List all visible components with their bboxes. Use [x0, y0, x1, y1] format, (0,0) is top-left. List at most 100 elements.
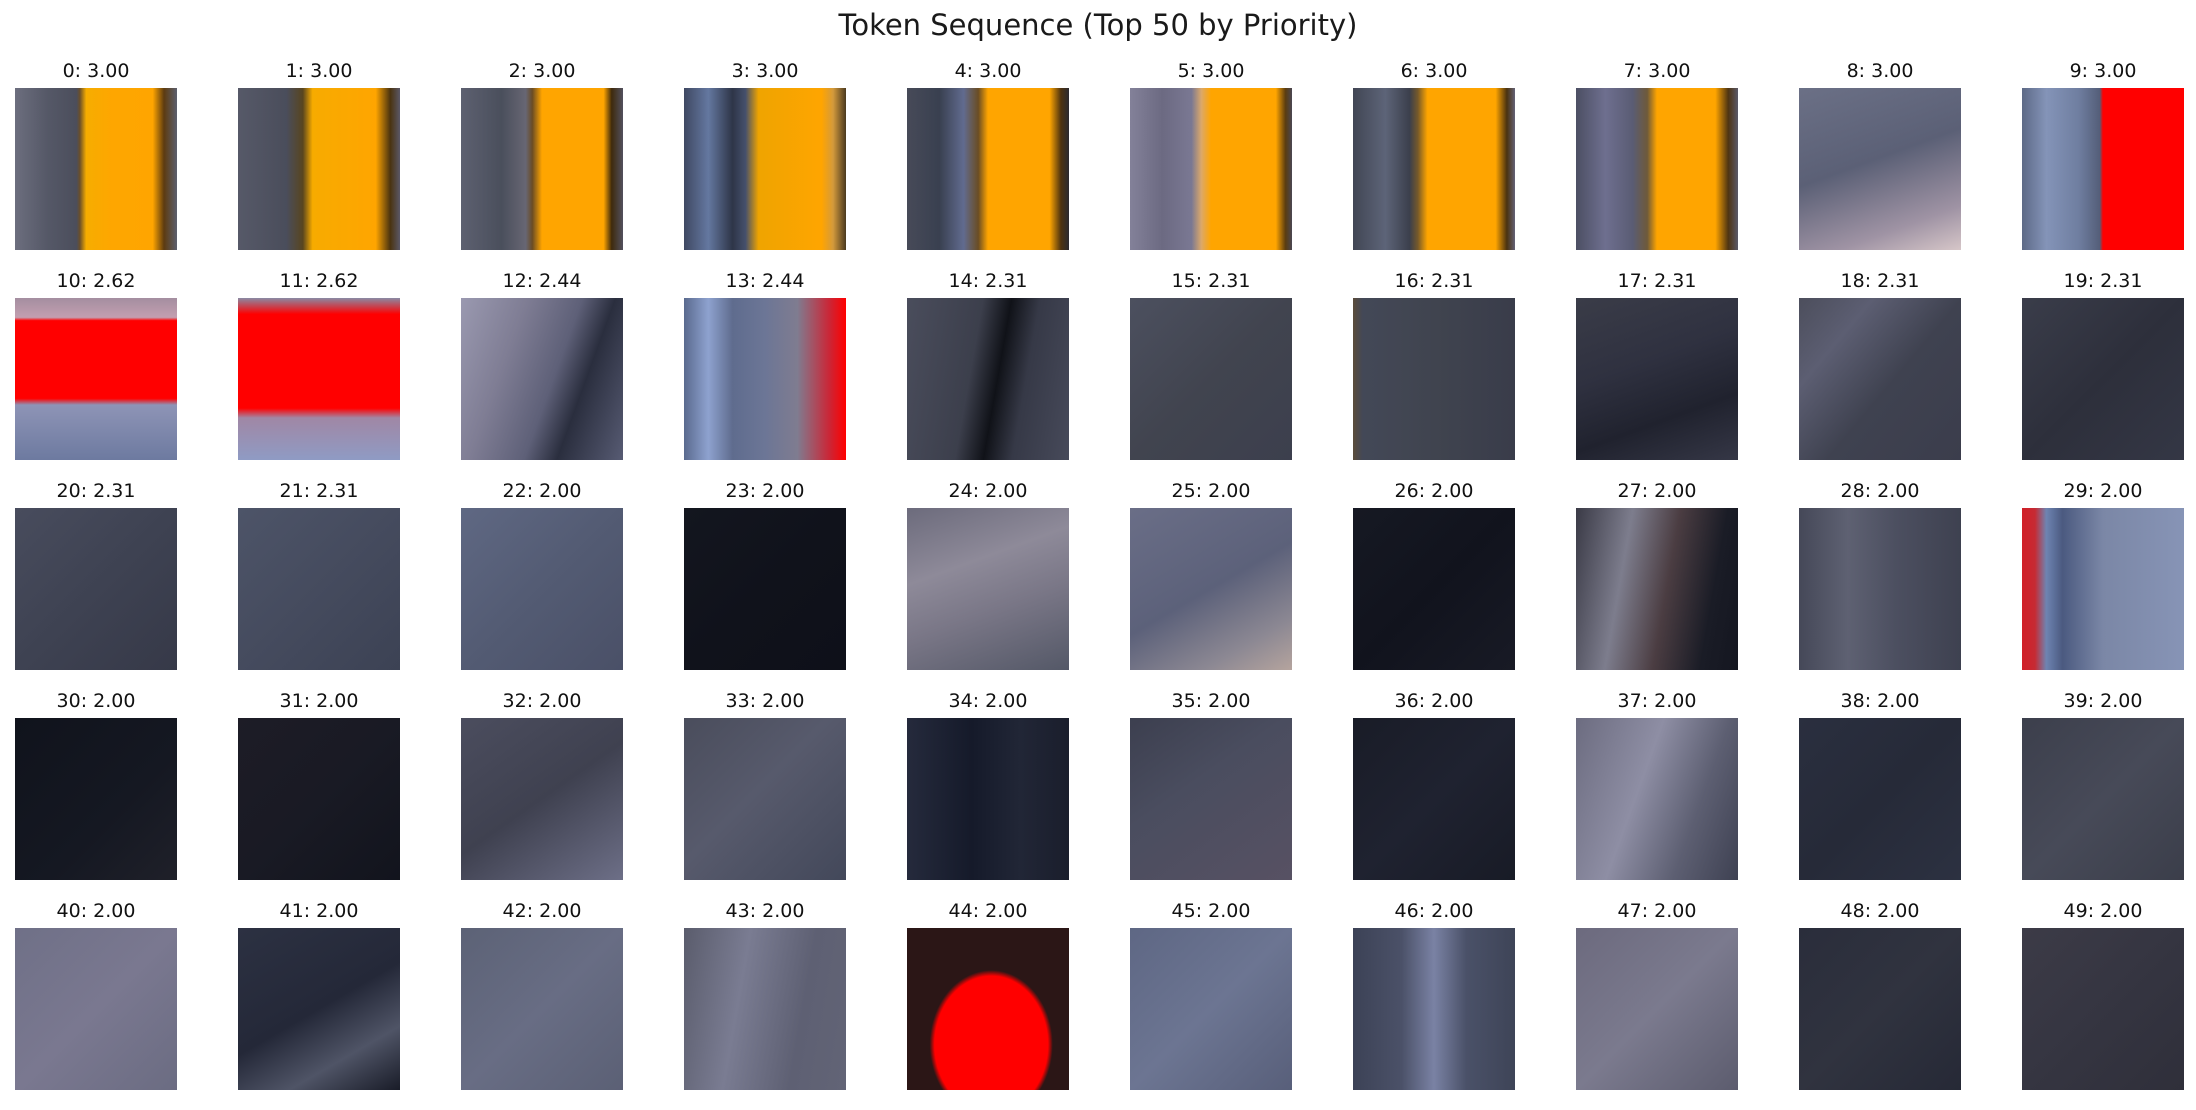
token-thumbnail — [1353, 718, 1515, 880]
token-tile: 43: 2.00 — [684, 898, 846, 1090]
token-label: 13: 2.44 — [725, 270, 805, 292]
token-thumbnail — [1576, 508, 1738, 670]
token-label: 24: 2.00 — [948, 480, 1028, 502]
token-thumbnail — [684, 298, 846, 460]
token-thumbnail — [684, 928, 846, 1090]
token-tile: 10: 2.62 — [15, 268, 177, 460]
token-label: 23: 2.00 — [725, 480, 805, 502]
token-tile: 15: 2.31 — [1130, 268, 1292, 460]
token-label: 28: 2.00 — [1840, 480, 1920, 502]
token-thumbnail — [1799, 718, 1961, 880]
token-thumbnail — [1576, 298, 1738, 460]
token-thumbnail — [684, 508, 846, 670]
token-tile: 25: 2.00 — [1130, 478, 1292, 670]
token-tile: 40: 2.00 — [15, 898, 177, 1090]
token-tile: 14: 2.31 — [907, 268, 1069, 460]
token-label: 5: 3.00 — [1177, 60, 1245, 82]
token-tile: 18: 2.31 — [1799, 268, 1961, 460]
token-label: 39: 2.00 — [2063, 690, 2143, 712]
token-label: 29: 2.00 — [2063, 480, 2143, 502]
token-thumbnail — [1576, 718, 1738, 880]
token-thumbnail — [461, 508, 623, 670]
token-label: 22: 2.00 — [502, 480, 582, 502]
token-thumbnail — [907, 88, 1069, 250]
token-tile: 47: 2.00 — [1576, 898, 1738, 1090]
token-thumbnail — [907, 718, 1069, 880]
token-tile: 42: 2.00 — [461, 898, 623, 1090]
token-thumbnail — [1353, 88, 1515, 250]
token-label: 15: 2.31 — [1171, 270, 1251, 292]
token-thumbnail — [238, 718, 400, 880]
token-tile: 39: 2.00 — [2022, 688, 2184, 880]
token-thumbnail — [461, 88, 623, 250]
token-label: 10: 2.62 — [56, 270, 136, 292]
token-tile: 16: 2.31 — [1353, 268, 1515, 460]
token-tile: 1: 3.00 — [238, 58, 400, 250]
token-tile: 45: 2.00 — [1130, 898, 1292, 1090]
token-tile: 32: 2.00 — [461, 688, 623, 880]
token-label: 3: 3.00 — [731, 60, 799, 82]
token-thumbnail — [1576, 88, 1738, 250]
token-label: 42: 2.00 — [502, 900, 582, 922]
token-label: 8: 3.00 — [1846, 60, 1914, 82]
token-label: 46: 2.00 — [1394, 900, 1474, 922]
token-thumbnail — [1799, 508, 1961, 670]
token-thumbnail — [1799, 298, 1961, 460]
token-thumbnail — [1130, 298, 1292, 460]
token-label: 31: 2.00 — [279, 690, 359, 712]
token-thumbnail — [907, 508, 1069, 670]
token-label: 27: 2.00 — [1617, 480, 1697, 502]
token-tile: 17: 2.31 — [1576, 268, 1738, 460]
token-tile: 3: 3.00 — [684, 58, 846, 250]
token-tile: 19: 2.31 — [2022, 268, 2184, 460]
token-thumbnail — [2022, 298, 2184, 460]
token-thumbnail — [15, 718, 177, 880]
token-label: 37: 2.00 — [1617, 690, 1697, 712]
token-tile: 2: 3.00 — [461, 58, 623, 250]
token-tile: 26: 2.00 — [1353, 478, 1515, 670]
token-tile: 5: 3.00 — [1130, 58, 1292, 250]
token-thumbnail — [1576, 928, 1738, 1090]
token-thumbnail — [907, 928, 1069, 1090]
token-thumbnail — [1130, 928, 1292, 1090]
token-label: 45: 2.00 — [1171, 900, 1251, 922]
token-tile: 30: 2.00 — [15, 688, 177, 880]
token-tile: 36: 2.00 — [1353, 688, 1515, 880]
token-thumbnail — [2022, 508, 2184, 670]
token-thumbnail — [2022, 718, 2184, 880]
token-label: 25: 2.00 — [1171, 480, 1251, 502]
token-label: 32: 2.00 — [502, 690, 582, 712]
token-thumbnail — [461, 928, 623, 1090]
token-label: 43: 2.00 — [725, 900, 805, 922]
token-thumbnail — [1353, 508, 1515, 670]
token-tile: 12: 2.44 — [461, 268, 623, 460]
token-label: 19: 2.31 — [2063, 270, 2143, 292]
token-thumbnail — [461, 718, 623, 880]
token-tile: 0: 3.00 — [15, 58, 177, 250]
figure-title: Token Sequence (Top 50 by Priority) — [838, 8, 1358, 42]
token-tile: 22: 2.00 — [461, 478, 623, 670]
token-label: 30: 2.00 — [56, 690, 136, 712]
token-label: 17: 2.31 — [1617, 270, 1697, 292]
token-thumbnail — [461, 298, 623, 460]
token-thumbnail — [15, 508, 177, 670]
token-label: 49: 2.00 — [2063, 900, 2143, 922]
token-label: 6: 3.00 — [1400, 60, 1468, 82]
token-label: 41: 2.00 — [279, 900, 359, 922]
token-tile: 49: 2.00 — [2022, 898, 2184, 1090]
token-label: 2: 3.00 — [508, 60, 576, 82]
token-label: 1: 3.00 — [285, 60, 353, 82]
token-thumbnail — [1353, 928, 1515, 1090]
token-tile: 38: 2.00 — [1799, 688, 1961, 880]
token-thumbnail — [1799, 88, 1961, 250]
token-tile: 24: 2.00 — [907, 478, 1069, 670]
token-tile: 44: 2.00 — [907, 898, 1069, 1090]
token-tile: 7: 3.00 — [1576, 58, 1738, 250]
token-label: 40: 2.00 — [56, 900, 136, 922]
token-label: 0: 3.00 — [62, 60, 130, 82]
token-label: 12: 2.44 — [502, 270, 582, 292]
token-label: 20: 2.31 — [56, 480, 136, 502]
token-tile: 29: 2.00 — [2022, 478, 2184, 670]
token-thumbnail — [238, 508, 400, 670]
